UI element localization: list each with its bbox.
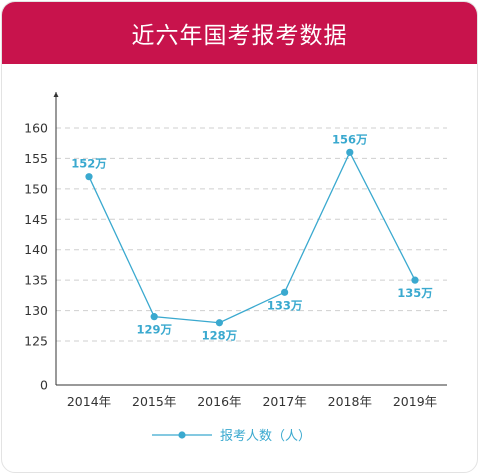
data-point [215,319,223,327]
y-axis-arrow [53,92,59,97]
data-point [281,288,289,296]
y-tick-label: 125 [24,334,48,349]
y-tick-label: 160 [24,121,48,136]
data-label: 133万 [267,298,303,312]
data-point [346,148,354,156]
y-tick-label: 150 [24,181,48,196]
x-tick-label: 2019年 [393,394,437,409]
y-tick-label: 130 [24,303,48,318]
x-tick-label: 2018年 [328,394,372,409]
data-label: 129万 [136,323,172,337]
x-tick-label: 2014年 [67,394,111,409]
chart-title: 近六年国考报考数据 [131,23,348,49]
x-tick-label: 2016年 [197,394,241,409]
y-tick-label: 0 [40,378,48,393]
data-label: 135万 [397,286,433,300]
data-label: 156万 [332,132,368,146]
y-tick-label: 145 [24,212,48,227]
legend-marker [178,431,186,439]
series-line [88,150,416,324]
y-tick-label: 140 [24,242,48,257]
chart-title-banner: 近六年国考报考数据 [2,2,477,64]
data-point [150,313,158,321]
data-label: 128万 [202,329,238,343]
legend-label: 报考人数（人） [220,429,311,444]
data-point [411,276,419,284]
x-tick-label: 2017年 [262,394,306,409]
x-tick-label: 2015年 [132,394,176,409]
data-label: 152万 [71,157,107,171]
y-tick-label: 135 [24,273,48,288]
y-tick-label: 155 [24,151,48,166]
data-point [85,173,93,181]
